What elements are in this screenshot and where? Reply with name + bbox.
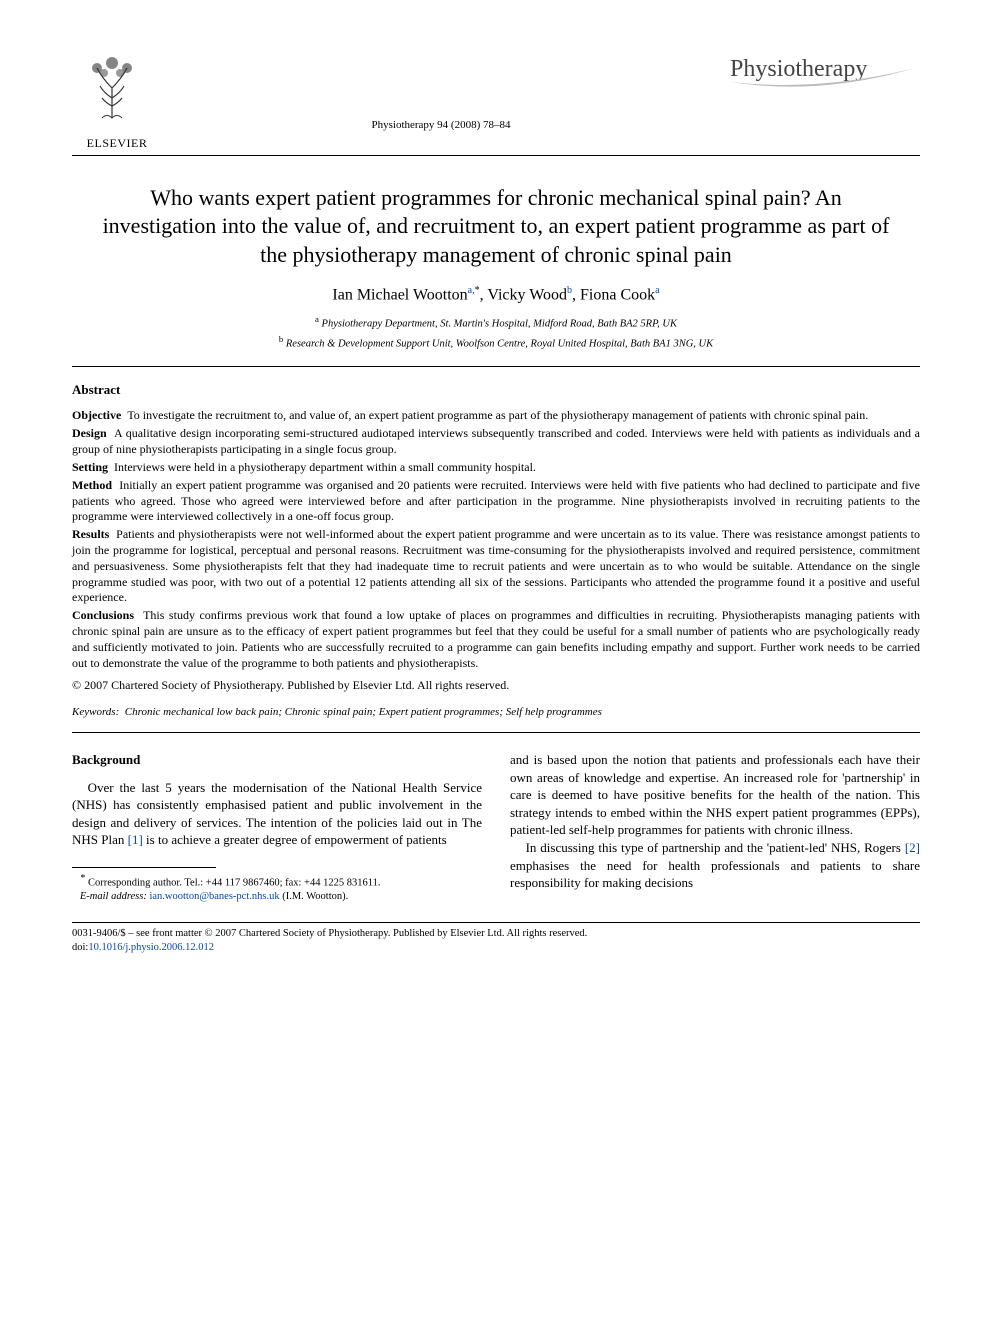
- affiliation-b: Research & Development Support Unit, Woo…: [286, 338, 713, 349]
- results-text: Patients and physiotherapists were not w…: [72, 527, 920, 604]
- author-1-affil[interactable]: a,: [468, 285, 475, 296]
- right-column: and is based upon the notion that patien…: [510, 751, 920, 904]
- author-3: Fiona Cook: [580, 286, 655, 303]
- abstract-top-rule: [72, 366, 920, 367]
- results-label: Results: [72, 527, 109, 541]
- design-text: A qualitative design incorporating semi-…: [72, 426, 920, 456]
- conclusions-text: This study confirms previous work that f…: [72, 608, 920, 669]
- background-heading: Background: [72, 751, 482, 769]
- keywords-label: Keywords:: [72, 706, 119, 718]
- conclusions-label: Conclusions: [72, 608, 134, 622]
- reference-link-2[interactable]: [2]: [905, 840, 920, 855]
- journal-logo-text: Physiotherapy: [730, 56, 867, 82]
- author-list: Ian Michael Woottona,*, Vicky Woodb, Fio…: [72, 284, 920, 306]
- email-label: E-mail address:: [80, 891, 147, 902]
- doi-link[interactable]: 10.1016/j.physio.2006.12.012: [88, 942, 214, 953]
- author-1: Ian Michael Wootton: [332, 286, 467, 303]
- abstract-heading: Abstract: [72, 381, 920, 399]
- corresponding-footnote: * Corresponding author. Tel.: +44 117 98…: [72, 872, 482, 904]
- journal-reference: Physiotherapy 94 (2008) 78–84: [162, 48, 720, 133]
- header-rule: [72, 155, 920, 156]
- setting-text: Interviews were held in a physiotherapy …: [114, 460, 536, 474]
- bottom-metadata: 0031-9406/$ – see front matter © 2007 Ch…: [72, 927, 920, 955]
- issn-line: 0031-9406/$ – see front matter © 2007 Ch…: [72, 927, 920, 941]
- left-column: Background Over the last 5 years the mod…: [72, 751, 482, 904]
- abstract-copyright: © 2007 Chartered Society of Physiotherap…: [72, 678, 920, 694]
- email-suffix: (I.M. Wootton).: [282, 891, 348, 902]
- reference-link-1[interactable]: [1]: [128, 832, 143, 847]
- email-link[interactable]: ian.wootton@banes-pct.nhs.uk: [149, 891, 279, 902]
- publisher-name: ELSEVIER: [72, 135, 162, 151]
- setting-label: Setting: [72, 460, 108, 474]
- journal-swoosh-icon: Physiotherapy: [720, 48, 920, 98]
- footnote-rule: [72, 867, 216, 868]
- article-title: Who wants expert patient programmes for …: [92, 184, 900, 270]
- publisher-logo: ELSEVIER: [72, 48, 162, 151]
- left-p1-post: is to achieve a greater degree of empowe…: [143, 832, 447, 847]
- abstract-bottom-rule: [72, 732, 920, 733]
- left-paragraph-1: Over the last 5 years the modernisation …: [72, 779, 482, 849]
- abstract-body: Objective To investigate the recruitment…: [72, 408, 920, 693]
- affiliation-a: Physiotherapy Department, St. Martin's H…: [322, 319, 677, 330]
- objective-label: Objective: [72, 408, 121, 422]
- method-text: Initially an expert patient programme wa…: [72, 478, 920, 524]
- body-columns: Background Over the last 5 years the mod…: [72, 751, 920, 904]
- corresponding-text: Corresponding author. Tel.: +44 117 9867…: [88, 878, 380, 889]
- corresponding-mark[interactable]: *: [475, 285, 480, 296]
- elsevier-tree-icon: [72, 48, 152, 128]
- keywords-text: Chronic mechanical low back pain; Chroni…: [125, 706, 602, 718]
- affiliations: a Physiotherapy Department, St. Martin's…: [72, 313, 920, 351]
- right-paragraph-2: In discussing this type of partnership a…: [510, 839, 920, 892]
- journal-logo: Physiotherapy: [720, 48, 920, 103]
- method-label: Method: [72, 478, 112, 492]
- keywords-block: Keywords: Chronic mechanical low back pa…: [72, 705, 920, 720]
- design-label: Design: [72, 426, 107, 440]
- right-paragraph-1: and is based upon the notion that patien…: [510, 751, 920, 839]
- author-2: Vicky Wood: [487, 286, 567, 303]
- right-p2-pre: In discussing this type of partnership a…: [526, 840, 905, 855]
- right-p2-post: emphasises the need for health professio…: [510, 858, 920, 891]
- author-2-affil[interactable]: b: [567, 285, 572, 296]
- author-3-affil[interactable]: a: [655, 285, 659, 296]
- objective-text: To investigate the recruitment to, and v…: [127, 408, 868, 422]
- bottom-rule: [72, 922, 920, 923]
- doi-label: doi:: [72, 942, 88, 953]
- page-header: ELSEVIER Physiotherapy 94 (2008) 78–84 P…: [72, 48, 920, 151]
